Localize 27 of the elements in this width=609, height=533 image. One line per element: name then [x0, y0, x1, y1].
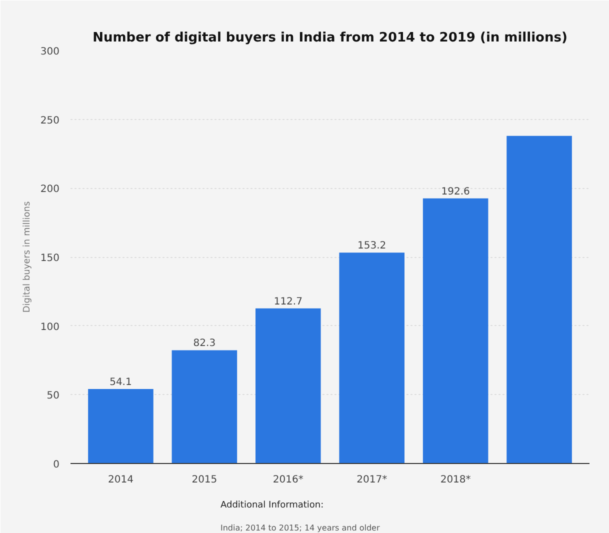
y-tick-label: 300: [40, 46, 60, 58]
y-tick-label: 250: [40, 115, 60, 126]
bar: [256, 308, 321, 464]
x-tick-label: 2018*: [440, 474, 471, 486]
bar: [422, 198, 488, 464]
y-tick-label: 0: [53, 460, 60, 470]
text: India; 2014 to 2015; 14 years and older: [220, 524, 380, 532]
y-axis-title: Digital buyers in millions: [22, 201, 32, 313]
data-label: 112.7: [274, 296, 302, 308]
bar: [172, 350, 238, 464]
x-tick-label: 2016*: [272, 474, 304, 486]
y-tick-label: 50: [46, 390, 60, 402]
y-tick-label: 200: [40, 184, 60, 196]
x-tick-label: 2017*: [356, 474, 388, 486]
text: Additional Information:: [220, 500, 324, 510]
bar: [88, 389, 154, 464]
data-label: 192.6: [441, 186, 470, 198]
data-label: 54.1: [110, 377, 132, 388]
x-tick-label: 2015: [192, 474, 218, 486]
x-tick-label: 2014: [108, 474, 134, 486]
bar: [339, 252, 404, 464]
data-label: 153.2: [358, 240, 386, 252]
y-tick-label: 150: [40, 253, 60, 264]
bar: [506, 136, 572, 464]
chart-title: Number of digital buyers in India from 2014 to 2019 (in millions): [92, 30, 568, 46]
y-tick-label: 100: [40, 322, 60, 333]
data-label: 82.3: [193, 338, 216, 350]
